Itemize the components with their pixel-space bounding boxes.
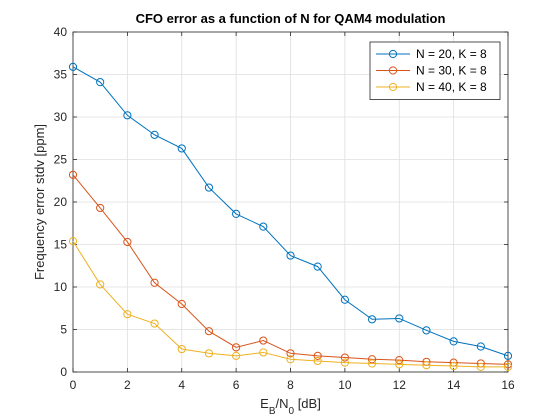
data-point bbox=[340, 358, 349, 367]
data-point bbox=[503, 362, 513, 371]
y-tick-label: 10 bbox=[54, 280, 68, 294]
legend-marker bbox=[388, 66, 398, 75]
data-point bbox=[476, 342, 485, 351]
data-point bbox=[123, 237, 132, 247]
data-point bbox=[68, 237, 78, 246]
data-point bbox=[367, 359, 377, 368]
data-point bbox=[232, 343, 241, 352]
y-tick-label: 30 bbox=[54, 110, 68, 124]
data-point bbox=[286, 349, 295, 358]
data-point bbox=[313, 351, 322, 360]
x-axis-label-sub-b: B bbox=[269, 406, 276, 417]
data-point bbox=[422, 326, 431, 335]
data-point bbox=[177, 344, 186, 354]
chart-title: CFO error as a function of N for QAM4 mo… bbox=[136, 11, 446, 26]
series-line bbox=[72, 174, 509, 365]
series-line bbox=[72, 66, 509, 357]
data-point bbox=[259, 336, 268, 345]
data-point bbox=[177, 299, 186, 309]
data-point bbox=[150, 130, 159, 139]
data-point bbox=[340, 295, 349, 304]
data-point bbox=[96, 78, 105, 87]
data-point bbox=[68, 170, 78, 179]
data-point bbox=[503, 360, 513, 369]
y-tick-label: 0 bbox=[60, 365, 67, 379]
x-tick-label: 10 bbox=[338, 378, 352, 392]
x-axis-label-sub-0: 0 bbox=[289, 406, 295, 417]
x-tick-label: 12 bbox=[393, 378, 407, 392]
data-point bbox=[449, 337, 458, 346]
data-point bbox=[395, 356, 404, 365]
legend-marker bbox=[388, 82, 398, 92]
series-1 bbox=[68, 62, 513, 360]
data-point bbox=[395, 360, 404, 369]
x-tick-label: 8 bbox=[287, 378, 294, 392]
legend-label: N = 40, K = 8 bbox=[416, 80, 487, 94]
y-tick-label: 40 bbox=[54, 25, 68, 39]
series-layer bbox=[68, 62, 513, 371]
data-point bbox=[449, 361, 458, 371]
data-point bbox=[422, 361, 431, 370]
data-point bbox=[286, 251, 295, 260]
data-point bbox=[96, 280, 105, 289]
legend-marker bbox=[388, 49, 398, 59]
x-axis-label: EB/N0 [dB] bbox=[260, 396, 321, 417]
legend: N = 20, K = 8 N = 30, K = 8 N = 40, K = 8 bbox=[369, 41, 501, 100]
legend-item: N = 20, K = 8 bbox=[376, 47, 487, 61]
data-point bbox=[96, 203, 105, 213]
x-axis-label-unit: [dB] bbox=[294, 396, 321, 411]
data-point bbox=[313, 262, 322, 271]
legend-label: N = 30, K = 8 bbox=[416, 64, 487, 78]
data-point bbox=[232, 351, 241, 360]
data-point bbox=[259, 348, 268, 357]
y-tick-label: 5 bbox=[60, 323, 67, 337]
data-point bbox=[232, 209, 241, 218]
y-tick-label: 20 bbox=[54, 195, 68, 209]
data-point bbox=[123, 310, 132, 319]
x-axis-label-mid: /N bbox=[276, 396, 289, 411]
x-tick-label: 0 bbox=[70, 378, 77, 392]
series-line bbox=[72, 240, 508, 368]
x-axis-label-base: E bbox=[260, 396, 269, 411]
data-point bbox=[340, 353, 349, 362]
y-axis-label: Frequency error stdv [ppm] bbox=[32, 124, 47, 280]
data-point bbox=[286, 355, 295, 364]
data-point bbox=[395, 314, 404, 323]
y-tick-label: 25 bbox=[54, 153, 68, 167]
data-point bbox=[204, 349, 214, 358]
y-tick-label: 15 bbox=[54, 238, 68, 252]
data-point bbox=[150, 278, 159, 287]
data-point bbox=[177, 144, 186, 153]
x-tick-label: 2 bbox=[124, 378, 131, 392]
axes: 0 2 4 6 8 10 12 14 16 0 5 10 15 20 25 30 35 40 bbox=[54, 25, 515, 392]
legend-item: N = 40, K = 8 bbox=[376, 80, 487, 94]
data-point bbox=[476, 362, 485, 371]
legend-label: N = 20, K = 8 bbox=[416, 47, 487, 61]
data-point bbox=[313, 356, 322, 366]
x-tick-label: 6 bbox=[233, 378, 240, 392]
data-point bbox=[367, 315, 377, 324]
data-point bbox=[204, 183, 214, 192]
series-3 bbox=[68, 237, 513, 371]
data-point bbox=[259, 222, 268, 231]
x-tick-label: 4 bbox=[178, 378, 185, 392]
data-point bbox=[367, 355, 377, 364]
data-point bbox=[150, 319, 159, 328]
x-tick-label: 14 bbox=[447, 378, 461, 392]
data-point bbox=[503, 351, 513, 360]
legend-item: N = 30, K = 8 bbox=[376, 64, 487, 78]
data-point bbox=[68, 62, 78, 71]
y-tick-label: 35 bbox=[54, 68, 68, 82]
data-point bbox=[123, 111, 132, 120]
data-point bbox=[204, 327, 214, 336]
x-tick-label: 16 bbox=[501, 378, 515, 392]
